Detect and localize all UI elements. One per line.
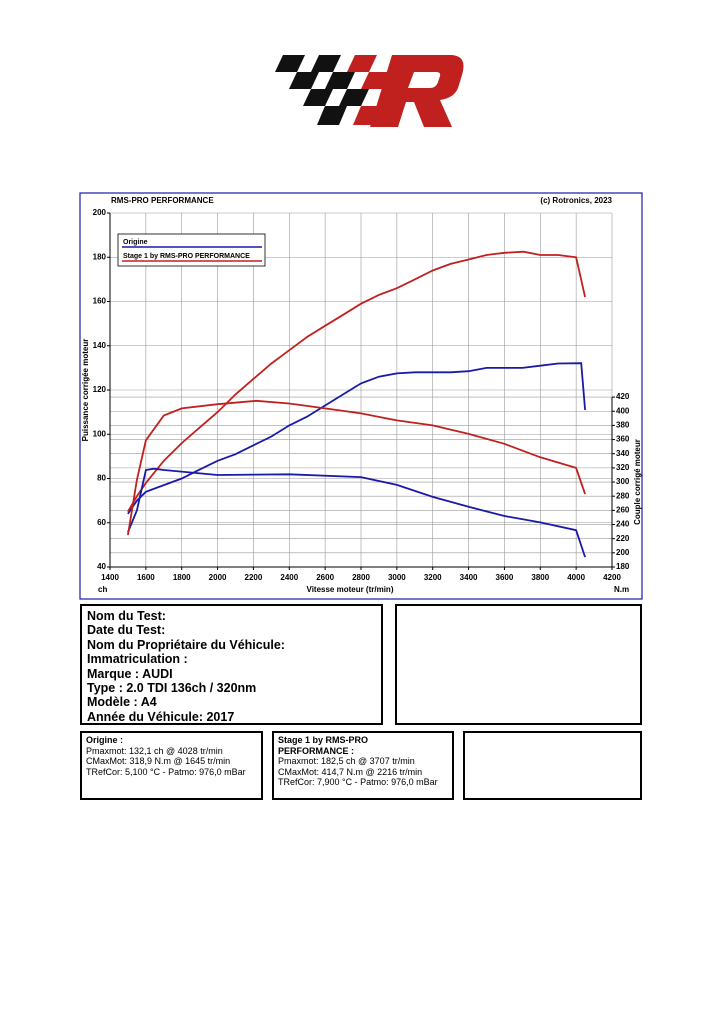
y2-tick-label: 360 (616, 435, 630, 444)
y2-tick-label: 240 (616, 520, 630, 529)
y-tick-label: 100 (93, 429, 107, 438)
result-line: CMaxMot: 414,7 N.m @ 2216 tr/min (278, 766, 423, 777)
y2-tick-label: 180 (616, 562, 630, 571)
x-tick-label: 2400 (280, 573, 298, 582)
y-tick-label: 40 (97, 562, 106, 571)
result-heading: Stage 1 by RMS-PRO (278, 735, 369, 745)
result-box: Origine : Pmaxmot: 132,1 ch @ 4028 tr/min… (80, 731, 263, 800)
y2-unit: N.m (614, 585, 629, 594)
chart-header: RMS-PRO PERFORMANCE (111, 196, 214, 205)
legend-label: Origine (123, 239, 148, 246)
y-tick-label: 140 (93, 341, 107, 350)
info-line: Année du Véhicule: 2017 (87, 709, 235, 724)
y-tick-label: 160 (93, 297, 107, 306)
curve (127, 250, 586, 513)
legend-label: Stage 1 by RMS-PRO PERFORMANCE (123, 253, 250, 260)
info-line: Nom du Propriétaire du Véhicule: (87, 637, 285, 652)
empty-box (463, 731, 642, 800)
x-tick-label: 4200 (603, 573, 621, 582)
y2-tick-label: 340 (616, 449, 630, 458)
info-line: Modèle : A4 (87, 695, 157, 710)
result-heading: PERFORMANCE : (278, 745, 354, 756)
info-line: Type : 2.0 TDI 136ch / 320nm (87, 681, 257, 696)
y2-tick-label: 320 (616, 463, 630, 472)
logo (275, 55, 464, 127)
x-tick-label: 1400 (101, 573, 119, 582)
curve (127, 362, 586, 515)
y2-tick-label: 400 (616, 406, 630, 415)
info-line: Marque : AUDI (87, 666, 173, 681)
x-tick-label: 3200 (424, 573, 442, 582)
x-axis-label: Vitesse moteur (tr/min) (307, 585, 394, 594)
vehicle-info: Nom du Test: Date du Test: Nom du Propriét… (80, 604, 383, 725)
x-tick-label: 3800 (531, 573, 549, 582)
info-line: Immatriculation : (87, 652, 188, 667)
result-box: Stage 1 by RMS-PRO PERFORMANCE : Pmaxmot: … (272, 731, 454, 800)
x-tick-label: 2000 (209, 573, 227, 582)
y2-tick-label: 280 (616, 491, 630, 500)
y2-tick-label: 380 (616, 421, 630, 430)
y-axis-label: Puissance corrigée moteur (81, 339, 90, 442)
x-tick-label: 4000 (567, 573, 585, 582)
chart-credit: (c) Rotronics, 2023 (540, 196, 612, 205)
result-line: TRefCor: 5,100 °C - Patmo: 976,0 mBar (86, 766, 246, 777)
y2-tick-label: 300 (616, 477, 630, 486)
info-line: Date du Test: (87, 623, 166, 638)
y2-tick-label: 420 (616, 392, 630, 401)
result-line: CMaxMot: 318,9 N.m @ 1645 tr/min (86, 756, 231, 766)
info-line: Nom du Test: (87, 609, 166, 623)
x-tick-label: 3400 (460, 573, 478, 582)
chart-frame (79, 192, 643, 600)
legend: Origine Stage 1 by RMS-PRO PERFORMANCE (117, 233, 266, 267)
result-line: Pmaxmot: 132,1 ch @ 4028 tr/min (86, 745, 223, 756)
x-tick-label: 3600 (496, 573, 514, 582)
result-line: Pmaxmot: 182,5 ch @ 3707 tr/min (278, 756, 415, 766)
curve (127, 399, 586, 536)
x-tick-label: 3000 (388, 573, 406, 582)
empty-box (395, 604, 642, 725)
x-tick-label: 1600 (137, 573, 155, 582)
y2-tick-label: 220 (616, 534, 630, 543)
y-tick-label: 60 (97, 518, 106, 527)
y-tick-label: 200 (93, 208, 107, 217)
y-tick-label: 120 (93, 385, 107, 394)
result-heading: Origine : (86, 735, 124, 745)
x-tick-label: 2800 (352, 573, 370, 582)
curve (127, 467, 586, 558)
y-tick-label: 180 (93, 252, 107, 261)
x-tick-label: 2200 (245, 573, 263, 582)
y2-tick-label: 200 (616, 548, 630, 557)
y2-tick-label: 260 (616, 505, 630, 514)
y-tick-label: 80 (97, 474, 106, 483)
y2-axis-label: Couple corrigé moteur (633, 439, 642, 525)
result-line: TRefCor: 7,900 °C - Patmo: 976,0 mBar (278, 777, 438, 787)
x-tick-label: 1800 (173, 573, 191, 582)
y-unit: ch (98, 585, 107, 594)
x-tick-label: 2600 (316, 573, 334, 582)
